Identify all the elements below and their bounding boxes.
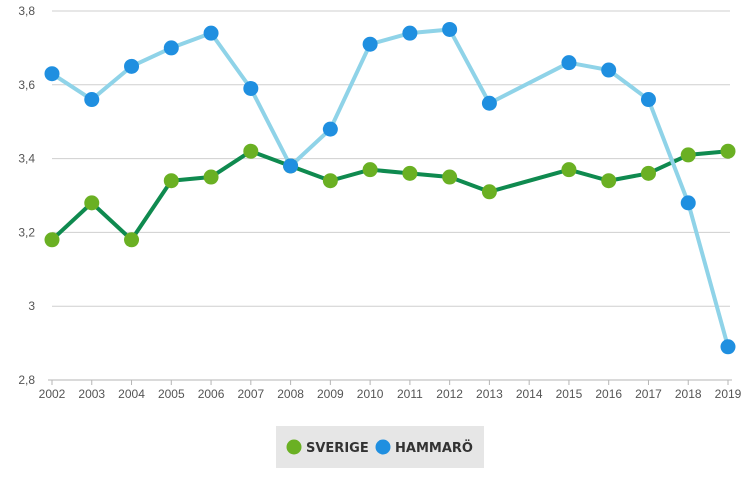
data-point-hammaro <box>243 80 259 96</box>
x-tick-label: 2011 <box>397 387 423 401</box>
y-axis: 2,8 3 3,2 3,4 3,6 3,8 <box>18 4 35 387</box>
y-tick-label: 3,4 <box>18 152 35 166</box>
data-point-hammaro <box>442 21 458 37</box>
x-tick-label: 2014 <box>516 387 543 401</box>
data-point-sverige <box>640 165 656 181</box>
data-point-hammaro <box>203 25 219 41</box>
data-point-sverige <box>362 162 378 178</box>
data-point-hammaro <box>601 62 617 78</box>
x-tick-label: 2016 <box>595 387 622 401</box>
data-point-sverige <box>44 232 60 248</box>
data-point-sverige <box>163 173 179 189</box>
y-tick-label: 3 <box>28 299 35 313</box>
legend-marker-sverige <box>286 439 302 455</box>
data-point-sverige <box>601 173 617 189</box>
data-point-hammaro <box>283 158 299 174</box>
data-point-sverige <box>124 232 140 248</box>
legend-label-hammaro: HAMMARÖ <box>395 440 473 456</box>
data-point-sverige <box>680 147 696 163</box>
data-point-hammaro <box>124 58 140 74</box>
x-tick-label: 2007 <box>237 387 264 401</box>
data-point-sverige <box>481 184 497 200</box>
data-point-hammaro <box>163 40 179 56</box>
data-point-hammaro <box>362 36 378 52</box>
x-tick-label: 2010 <box>357 387 384 401</box>
x-tick-label: 2008 <box>277 387 304 401</box>
y-tick-label: 2,8 <box>18 373 35 387</box>
x-tick-label: 2017 <box>635 387 662 401</box>
data-point-sverige <box>720 143 736 159</box>
data-point-sverige <box>243 143 259 159</box>
x-tick-label: 2012 <box>436 387 463 401</box>
data-point-sverige <box>84 195 100 211</box>
data-point-hammaro <box>680 195 696 211</box>
data-point-hammaro <box>84 92 100 108</box>
legend-marker-hammaro <box>375 439 391 455</box>
data-point-sverige <box>442 169 458 185</box>
y-tick-label: 3,6 <box>18 78 35 92</box>
data-point-sverige <box>402 165 418 181</box>
x-tick-label: 2005 <box>158 387 185 401</box>
x-tick-label: 2003 <box>78 387 105 401</box>
series-line-hammaro <box>50 27 730 349</box>
data-point-sverige <box>322 173 338 189</box>
y-tick-label: 3,2 <box>18 225 35 239</box>
data-point-hammaro <box>402 25 418 41</box>
data-point-hammaro <box>44 66 60 82</box>
data-point-hammaro <box>481 95 497 111</box>
data-point-sverige <box>203 169 219 185</box>
data-point-hammaro <box>640 92 656 108</box>
data-point-hammaro <box>720 339 736 355</box>
legend: SVERIGE HAMMARÖ <box>276 426 484 468</box>
x-tick-label: 2009 <box>317 387 344 401</box>
x-tick-label: 2004 <box>118 387 145 401</box>
x-tick-label: 2006 <box>198 387 225 401</box>
x-axis: 2002 2003 2004 2005 2006 2007 2008 2009 2010 2011… <box>39 379 742 401</box>
series-line-sverige <box>50 149 730 242</box>
data-point-hammaro <box>322 121 338 137</box>
x-tick-label: 2013 <box>476 387 503 401</box>
legend-label-sverige: SVERIGE <box>306 441 369 456</box>
grid-lines <box>52 10 730 381</box>
x-tick-label: 2015 <box>556 387 583 401</box>
series-group <box>44 21 736 355</box>
data-point-hammaro <box>561 55 577 71</box>
x-tick-label: 2002 <box>39 387 66 401</box>
y-tick-label: 3,8 <box>18 4 35 18</box>
data-point-sverige <box>561 162 577 178</box>
x-tick-label: 2019 <box>715 387 742 401</box>
x-tick-label: 2018 <box>675 387 702 401</box>
